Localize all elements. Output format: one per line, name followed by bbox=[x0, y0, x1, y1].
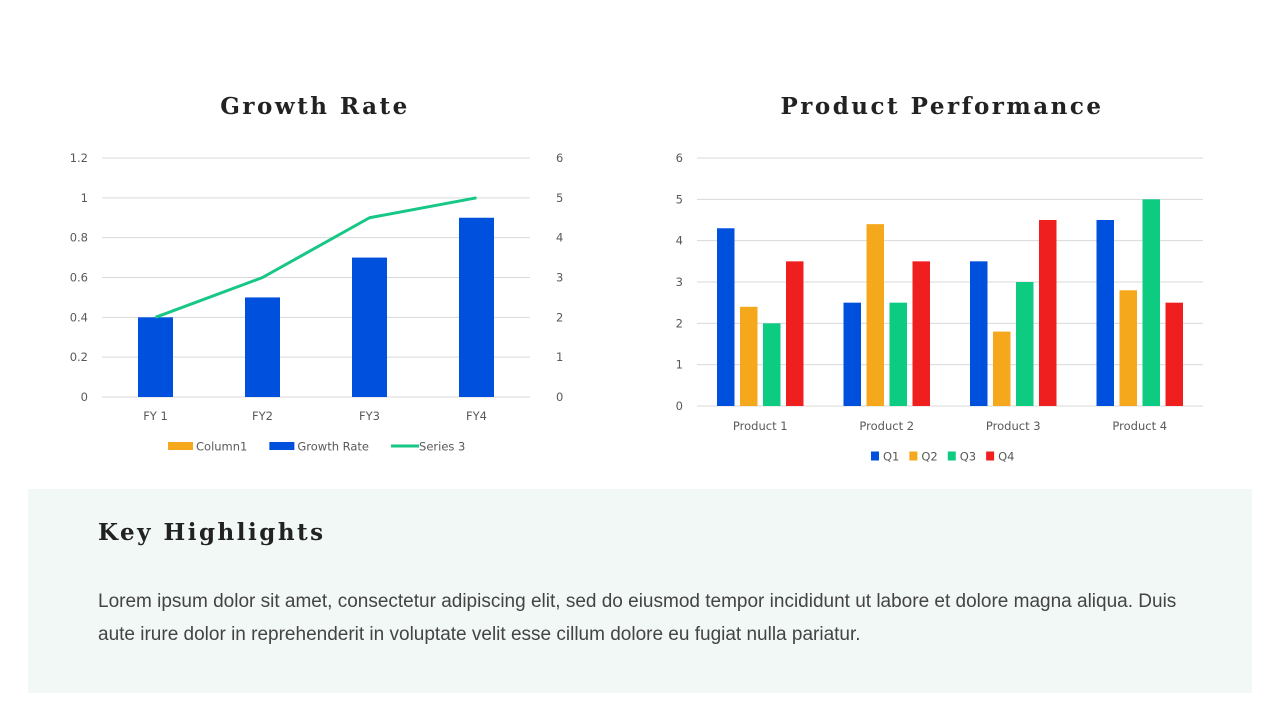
y-tick-label: 0.4 bbox=[70, 310, 88, 324]
legend-swatch bbox=[986, 451, 995, 461]
y2-tick-label: 1 bbox=[556, 350, 563, 364]
y-tick-label: 3 bbox=[676, 275, 683, 289]
y2-tick-label: 2 bbox=[556, 310, 563, 324]
y2-tick-label: 0 bbox=[556, 390, 563, 404]
bar-q1 bbox=[970, 261, 988, 406]
x-tick-label: Product 2 bbox=[859, 419, 914, 433]
y-tick-label: 5 bbox=[676, 192, 683, 206]
bar-growth-rate bbox=[138, 317, 173, 397]
bar-growth-rate bbox=[245, 297, 280, 397]
bar-q4 bbox=[1039, 220, 1057, 406]
bar-q3 bbox=[1142, 199, 1160, 406]
legend-label: Series 3 bbox=[419, 440, 465, 454]
y2-tick-label: 3 bbox=[556, 271, 563, 285]
bar-q2 bbox=[866, 224, 884, 406]
legend-label: Q2 bbox=[921, 450, 937, 464]
legend-swatch bbox=[871, 451, 879, 461]
y-tick-label: 1.2 bbox=[70, 151, 88, 165]
bar-q4 bbox=[1165, 302, 1183, 406]
x-tick-label: Product 1 bbox=[733, 419, 788, 433]
legend-label: Q3 bbox=[960, 450, 976, 464]
legend-label: Q1 bbox=[883, 450, 899, 464]
legend-swatch bbox=[947, 451, 956, 461]
legend-label: Column1 bbox=[196, 440, 247, 454]
legend-swatch bbox=[168, 442, 193, 450]
y-tick-label: 2 bbox=[676, 316, 683, 330]
bar-q2 bbox=[1119, 290, 1137, 406]
x-tick-label: Product 4 bbox=[1112, 419, 1167, 433]
charts-canvas: 0 0.2 0.4 0.6 0.8 1 1.2 0 1 2 3 4 5 6 FY 1 FY2 FY3 FY4 Col… bbox=[70, 151, 1203, 464]
growth-rate-title: Growth Rate bbox=[220, 93, 410, 120]
y-tick-label: 1 bbox=[676, 358, 683, 372]
key-highlights-title: Key Highlights bbox=[98, 519, 326, 546]
line-series-3 bbox=[154, 196, 477, 319]
y-tick-label: 0.6 bbox=[70, 271, 88, 285]
x-tick-label: FY2 bbox=[252, 409, 273, 423]
bar-growth-rate bbox=[352, 257, 387, 397]
bar-q4 bbox=[786, 261, 804, 406]
legend-label: Q4 bbox=[998, 450, 1014, 464]
y-tick-label: 0 bbox=[676, 399, 683, 413]
product-performance-title: Product Performance bbox=[780, 93, 1104, 120]
legend-swatch bbox=[269, 442, 295, 450]
x-tick-label: Product 3 bbox=[986, 419, 1041, 433]
y-tick-label: 4 bbox=[676, 234, 683, 248]
bar-q3 bbox=[889, 302, 907, 406]
y-tick-label: 1 bbox=[81, 191, 88, 205]
key-highlights-panel: Key Highlights Lorem ipsum dolor sit ame… bbox=[28, 489, 1252, 693]
legend-label: Growth Rate bbox=[297, 440, 369, 454]
bar-q3 bbox=[1016, 282, 1034, 406]
x-tick-label: FY 1 bbox=[143, 409, 168, 423]
bar-q3 bbox=[763, 323, 781, 406]
y-tick-label: 0.2 bbox=[70, 350, 88, 364]
bar-q2 bbox=[740, 306, 758, 406]
y2-tick-label: 5 bbox=[556, 191, 563, 205]
y2-tick-label: 6 bbox=[556, 151, 563, 165]
bar-growth-rate bbox=[459, 217, 494, 397]
y-tick-label: 6 bbox=[676, 151, 683, 165]
y2-tick-label: 4 bbox=[556, 231, 563, 245]
bar-q1 bbox=[717, 228, 735, 406]
bar-q4 bbox=[912, 261, 930, 406]
y-tick-label: 0.8 bbox=[70, 231, 88, 245]
legend-swatch bbox=[909, 451, 918, 461]
key-highlights-text: Lorem ipsum dolor sit amet, consectetur … bbox=[98, 591, 1177, 645]
bar-q1 bbox=[1096, 220, 1114, 406]
bar-q2 bbox=[993, 331, 1011, 406]
x-tick-label: FY3 bbox=[359, 409, 380, 423]
y-tick-label: 0 bbox=[81, 390, 88, 404]
bar-q1 bbox=[843, 302, 861, 406]
x-tick-label: FY4 bbox=[466, 409, 487, 423]
